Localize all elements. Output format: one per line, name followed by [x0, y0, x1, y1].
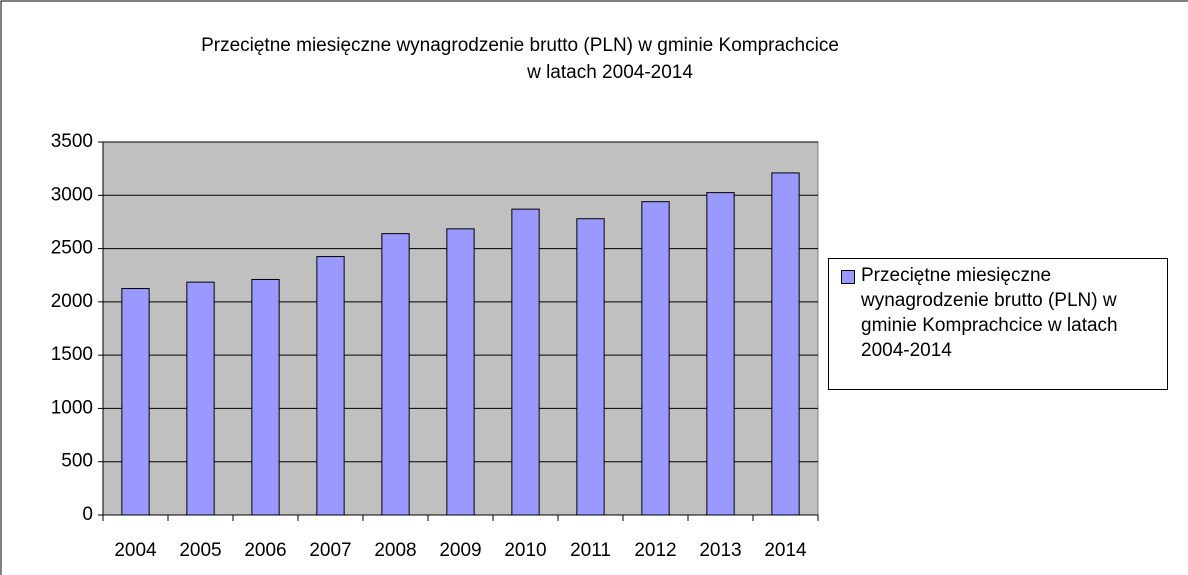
x-tick-label: 2014 [764, 540, 807, 561]
bar [706, 192, 735, 516]
bar [771, 172, 800, 516]
x-tick-label: 2008 [374, 540, 416, 561]
y-tick-label: 1500 [51, 344, 93, 365]
y-tick-label: 3000 [51, 184, 93, 205]
y-tick-label: 2500 [51, 238, 93, 259]
y-tick-label: 3500 [51, 131, 93, 152]
bar [316, 256, 345, 516]
y-tick-label: 0 [82, 504, 93, 525]
x-tick-label: 2009 [439, 540, 481, 561]
bar [641, 201, 670, 516]
x-tick-label: 2011 [570, 540, 611, 561]
chart-title: w latach 2004-2014 [526, 62, 693, 83]
bar [576, 218, 605, 516]
x-tick-label: 2012 [634, 540, 676, 561]
x-tick-label: 2006 [244, 540, 286, 561]
bar [511, 208, 540, 516]
x-tick-label: 2010 [504, 540, 546, 561]
bar [251, 278, 280, 516]
chart-title: Przeciętne miesięczne wynagrodzenie brut… [201, 35, 839, 56]
y-tick-label: 500 [61, 451, 93, 472]
bar [121, 288, 150, 516]
bar [446, 228, 475, 516]
legend-swatch [841, 270, 855, 284]
bar [381, 233, 410, 516]
legend: Przeciętne miesięczne wynagrodzenie brut… [828, 258, 1168, 390]
y-tick-label: 1000 [51, 397, 93, 418]
legend-label: Przeciętne miesięczne wynagrodzenie brut… [861, 265, 1118, 361]
y-tick-label: 2000 [51, 291, 93, 312]
x-tick-label: 2004 [114, 540, 157, 561]
x-tick-label: 2005 [179, 540, 221, 561]
bar [186, 281, 215, 516]
x-tick-label: 2007 [309, 540, 351, 561]
x-tick-label: 2013 [699, 540, 741, 561]
